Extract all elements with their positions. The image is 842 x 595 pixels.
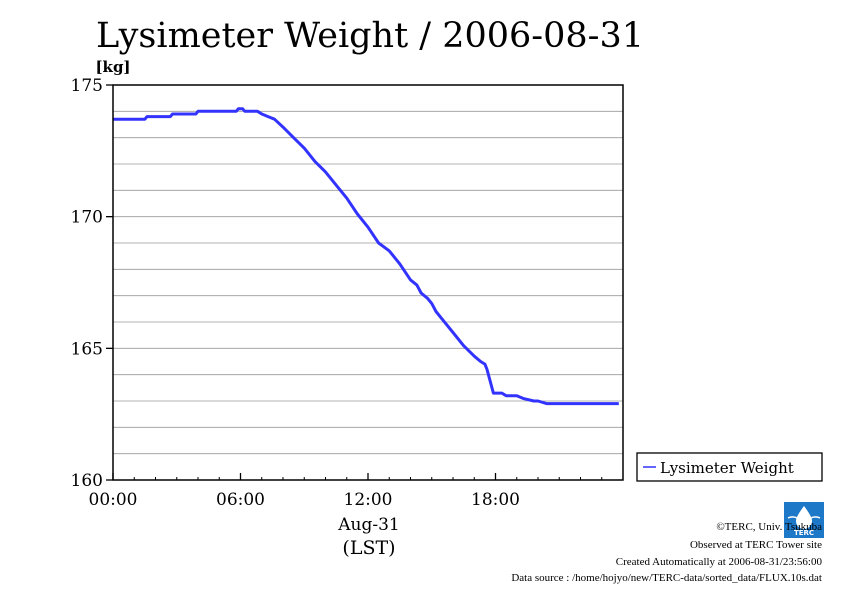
x-tick-label: 00:00 [89,490,138,510]
terc-logo: TERC [784,502,824,538]
footer-copyright: ©TERC, Univ. Tsukuba [716,521,822,533]
footer-source: Data source : /home/hojyo/new/TERC-data/… [511,572,822,584]
x-axis-sublabel: (LST) [342,537,395,559]
footer-observed: Observed at TERC Tower site [689,539,822,551]
x-axis-label: Aug-31 [337,515,399,535]
footer-created: Created Automatically at 2006-08-31/23:5… [615,556,822,568]
series-line [113,107,619,406]
logo-text: TERC [794,529,814,537]
legend-box [636,452,823,482]
plot-frame [112,84,624,481]
x-tick-label: 18:00 [471,490,520,510]
x-tick-label: 06:00 [216,490,265,510]
y-axis-label: [kg] [95,58,130,76]
legend: Lysimeter Weight [636,452,823,482]
y-tick-label: 160 [71,471,103,491]
y-tick-label: 165 [71,339,103,359]
water-drop-icon [796,506,812,529]
legend-label: Lysimeter Weight [660,459,794,477]
y-tick-label: 170 [71,208,103,228]
x-tick-label: 12:00 [344,490,393,510]
chart-title: Lysimeter Weight / 2006-08-31 [96,16,644,56]
y-tick-label: 175 [71,76,103,96]
